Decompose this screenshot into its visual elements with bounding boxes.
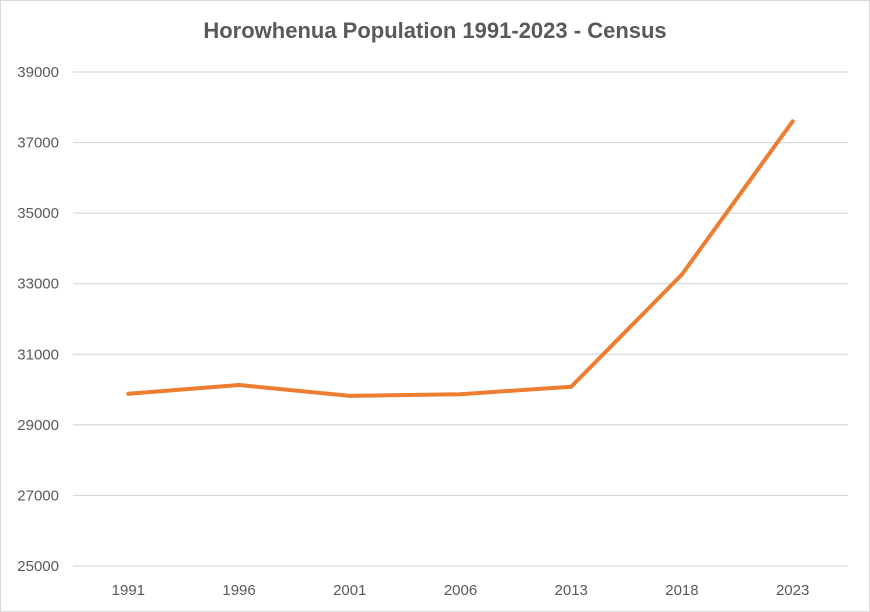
data-point [679,272,684,277]
y-tick-label: 35000 [17,205,59,222]
data-point [126,391,131,396]
y-tick-label: 25000 [17,558,59,575]
y-tick-label: 29000 [17,417,59,434]
gridlines [73,71,848,567]
data-point [347,393,352,398]
y-tick-label: 33000 [17,276,59,293]
y-tick-label: 31000 [17,346,59,363]
data-point [790,119,795,124]
x-tick-label: 2013 [555,582,588,599]
x-tick-label: 2006 [444,582,477,599]
y-tick-label: 27000 [17,487,59,504]
data-point [458,392,463,397]
data-point [237,382,242,387]
x-tick-label: 1996 [222,582,255,599]
series-lines [126,119,795,398]
x-tick-label: 1991 [112,582,145,599]
y-axis-ticks: 25000 27000 29000 31000 33000 35000 37000 39000 [17,64,59,575]
y-tick-label: 39000 [17,64,59,81]
y-tick-label: 37000 [17,135,59,152]
x-tick-label: 2018 [665,582,698,599]
chart-title: Horowhenua Population 1991-2023 - Census [203,18,667,43]
x-tick-label: 2001 [333,582,366,599]
data-point [569,384,574,389]
x-axis-ticks: 1991 1996 2001 2006 2013 2018 2023 [112,582,810,599]
x-tick-label: 2023 [776,582,809,599]
